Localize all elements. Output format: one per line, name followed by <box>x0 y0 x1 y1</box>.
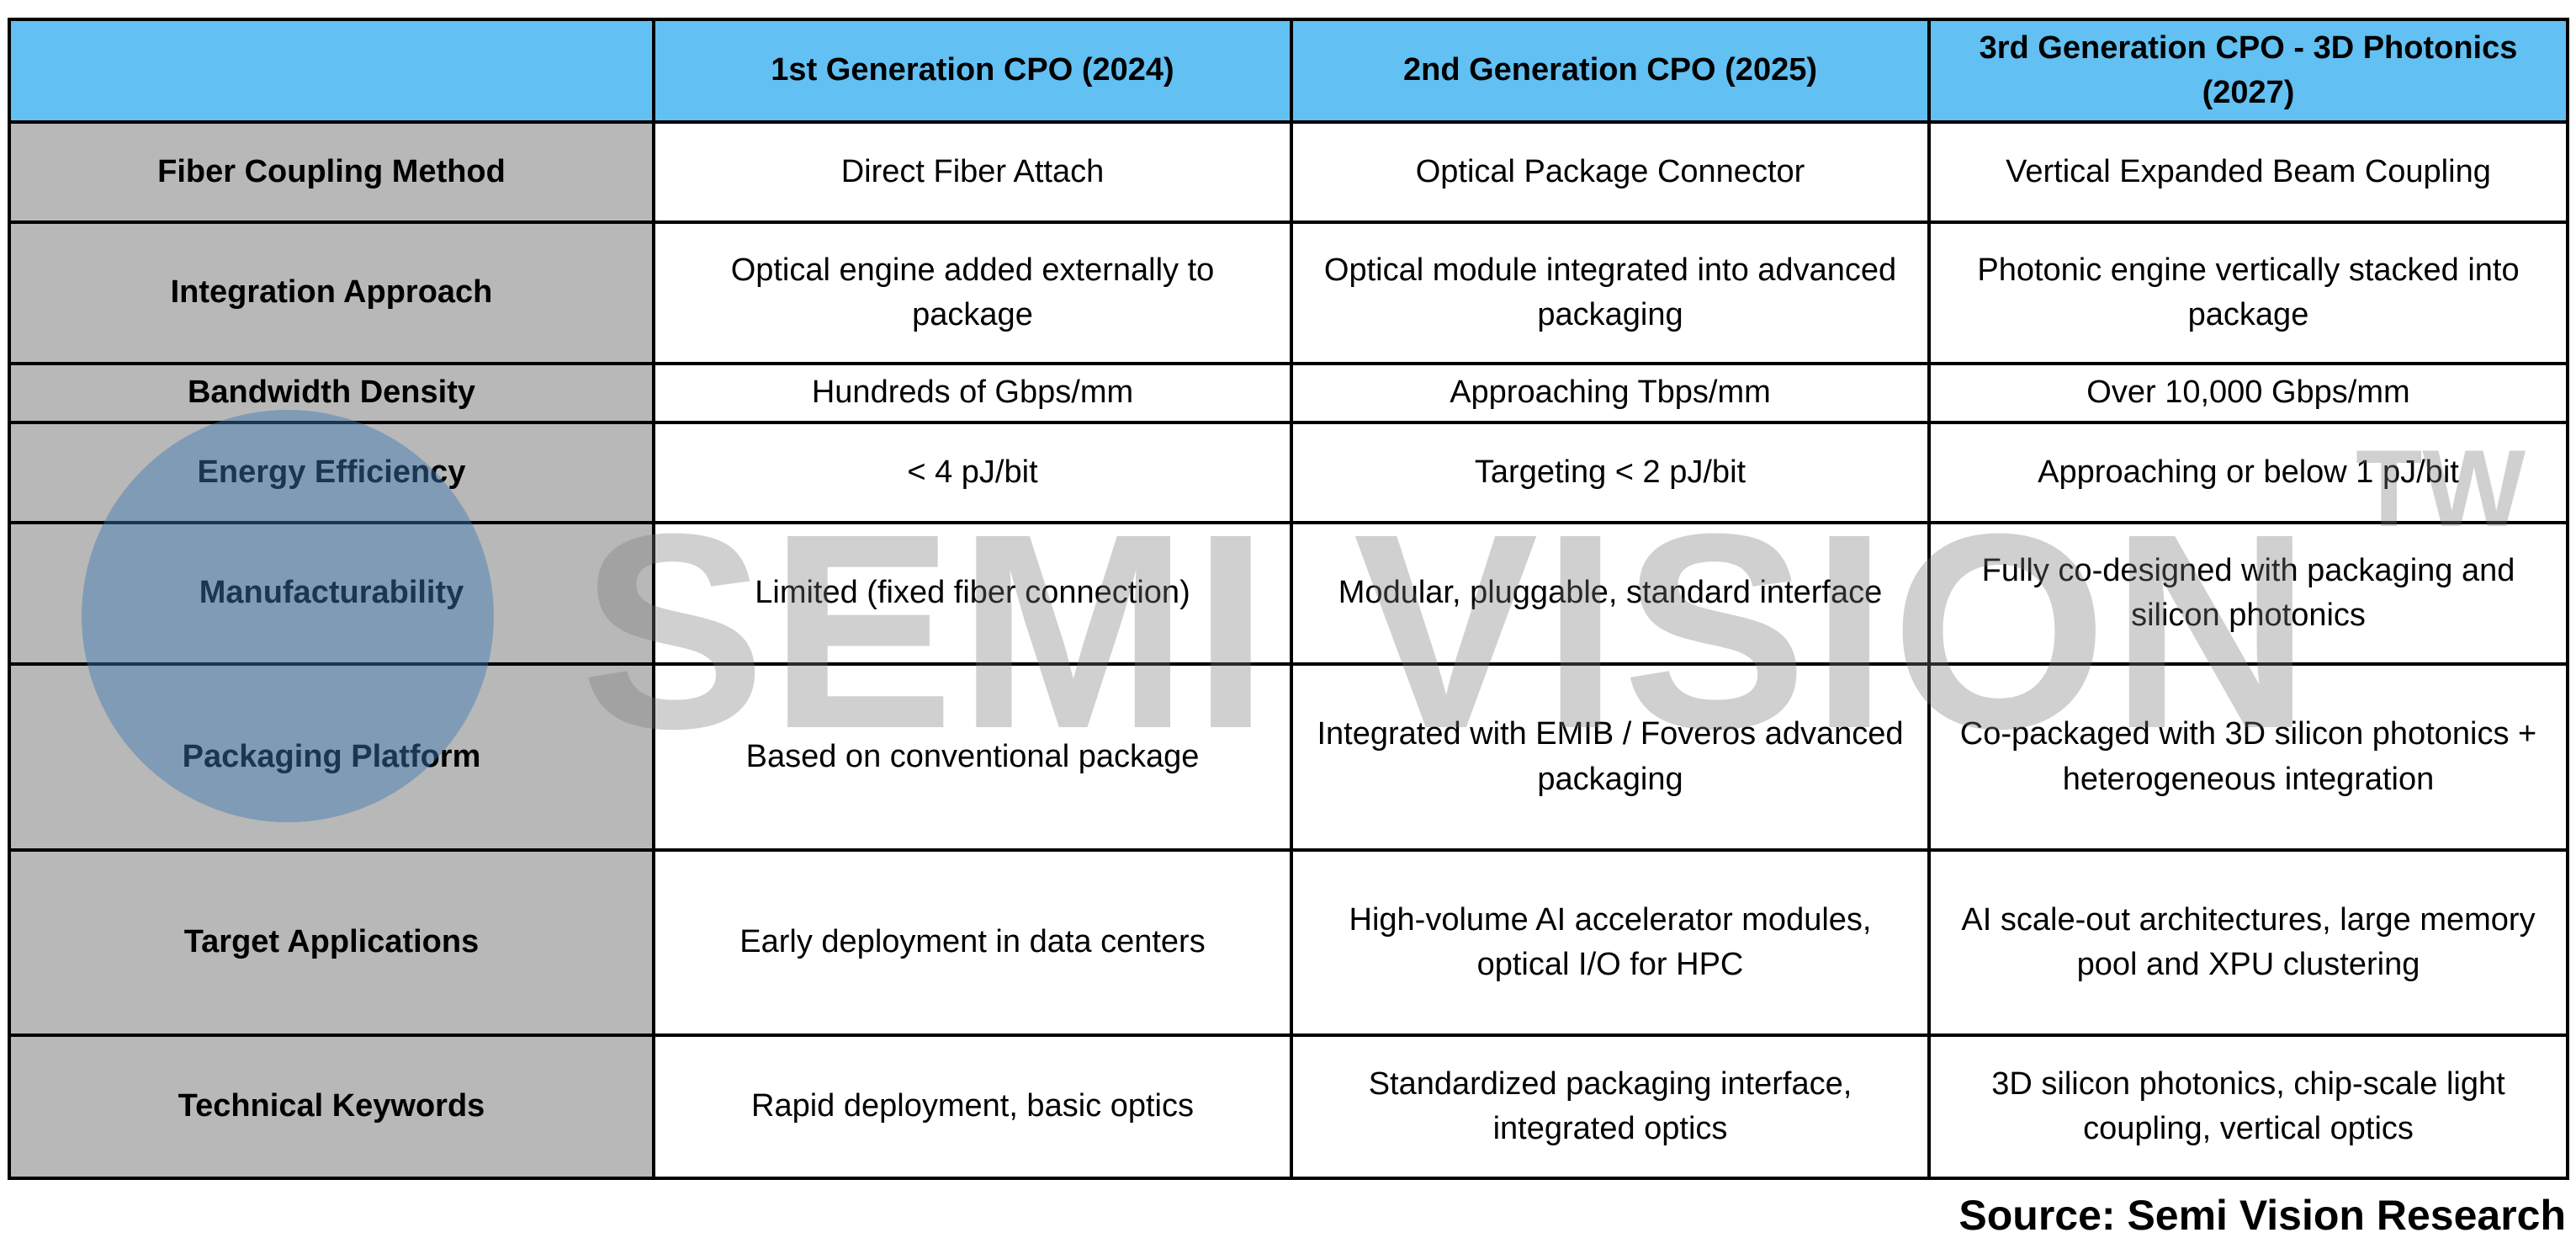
table-cell: Standardized packaging interface, integr… <box>1290 1033 1931 1180</box>
header-corner <box>8 18 655 124</box>
header-gen3: 3rd Generation CPO - 3D Photonics (2027) <box>1927 18 2569 124</box>
table-row: Target Applications Early deployment in d… <box>8 848 2569 1037</box>
table-row: Packaging Platform Based on conventional … <box>8 662 2569 852</box>
row-header: Energy Efficiency <box>8 421 655 524</box>
header-gen1: 1st Generation CPO (2024) <box>652 18 1293 124</box>
table-row: Technical Keywords Rapid deployment, basi… <box>8 1033 2569 1180</box>
source-caption: Source: Semi Vision Research <box>1959 1192 2566 1239</box>
table-row: Fiber Coupling Method Direct Fiber Attach… <box>8 120 2569 224</box>
table-cell: Based on conventional package <box>652 662 1293 852</box>
row-header: Manufacturability <box>8 521 655 666</box>
table-cell: Approaching or below 1 pJ/bit <box>1927 421 2569 524</box>
table-cell: Optical Package Connector <box>1290 120 1931 224</box>
table-cell: < 4 pJ/bit <box>652 421 1293 524</box>
table-row: Integration Approach Optical engine added… <box>8 221 2569 365</box>
row-header: Integration Approach <box>8 221 655 365</box>
table-cell: Optical module integrated into advanced … <box>1290 221 1931 365</box>
table-row: Energy Efficiency < 4 pJ/bit Targeting < 2… <box>8 421 2569 524</box>
table-cell: Vertical Expanded Beam Coupling <box>1927 120 2569 224</box>
table-row: Bandwidth Density Hundreds of Gbps/mm Appr… <box>8 362 2569 424</box>
table-cell: Hundreds of Gbps/mm <box>652 362 1293 424</box>
table-cell: Direct Fiber Attach <box>652 120 1293 224</box>
table-cell: Co-packaged with 3D silicon photonics + … <box>1927 662 2569 852</box>
table-cell: Early deployment in data centers <box>652 848 1293 1037</box>
table-cell: AI scale-out architectures, large memory… <box>1927 848 2569 1037</box>
header-gen2: 2nd Generation CPO (2025) <box>1290 18 1931 124</box>
table-row: Manufacturability Limited (fixed fiber co… <box>8 521 2569 666</box>
table-cell: Approaching Tbps/mm <box>1290 362 1931 424</box>
table-cell: Integrated with EMIB / Foveros advanced … <box>1290 662 1931 852</box>
table-cell: Modular, pluggable, standard interface <box>1290 521 1931 666</box>
table-cell: High-volume AI accelerator modules, opti… <box>1290 848 1931 1037</box>
cpo-comparison-table: 1st Generation CPO (2024) 2nd Generation… <box>8 18 2569 1180</box>
row-header: Fiber Coupling Method <box>8 120 655 224</box>
table-cell: Photonic engine vertically stacked into … <box>1927 221 2569 365</box>
table-cell: Fully co-designed with packaging and sil… <box>1927 521 2569 666</box>
row-header: Target Applications <box>8 848 655 1037</box>
table-cell: Limited (fixed fiber connection) <box>652 521 1293 666</box>
table-cell: 3D silicon photonics, chip-scale light c… <box>1927 1033 2569 1180</box>
table-cell: Optical engine added externally to packa… <box>652 221 1293 365</box>
table-cell: Targeting < 2 pJ/bit <box>1290 421 1931 524</box>
table-cell: Over 10,000 Gbps/mm <box>1927 362 2569 424</box>
row-header: Packaging Platform <box>8 662 655 852</box>
row-header: Bandwidth Density <box>8 362 655 424</box>
table-cell: Rapid deployment, basic optics <box>652 1033 1293 1180</box>
header-row: 1st Generation CPO (2024) 2nd Generation… <box>8 18 2569 124</box>
row-header: Technical Keywords <box>8 1033 655 1180</box>
